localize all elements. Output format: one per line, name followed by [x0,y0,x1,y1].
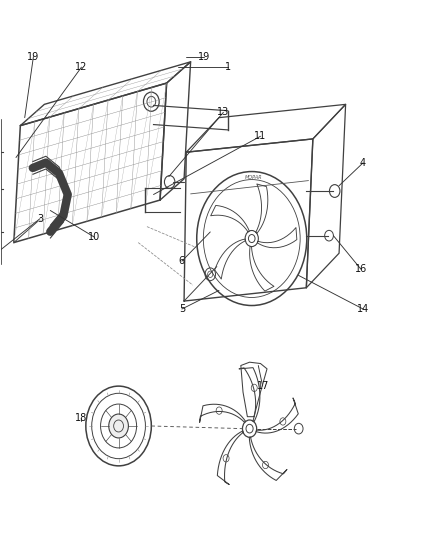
Text: 19: 19 [198,52,210,61]
Text: 13: 13 [217,107,230,117]
Text: 4: 4 [360,158,366,168]
Text: 1: 1 [225,62,231,72]
Circle shape [109,414,128,438]
Text: 17: 17 [257,381,269,391]
Circle shape [243,420,257,437]
Text: 19: 19 [27,52,39,61]
Text: 11: 11 [254,131,267,141]
Text: 14: 14 [357,304,369,314]
Text: 12: 12 [75,62,88,72]
Text: 18: 18 [75,413,88,423]
Text: MOPAR: MOPAR [245,175,263,180]
Text: 16: 16 [355,264,367,274]
Text: 6: 6 [179,256,185,266]
Circle shape [245,230,258,247]
Text: 5: 5 [179,304,185,314]
Text: 3: 3 [37,214,43,224]
Text: 10: 10 [88,232,101,243]
